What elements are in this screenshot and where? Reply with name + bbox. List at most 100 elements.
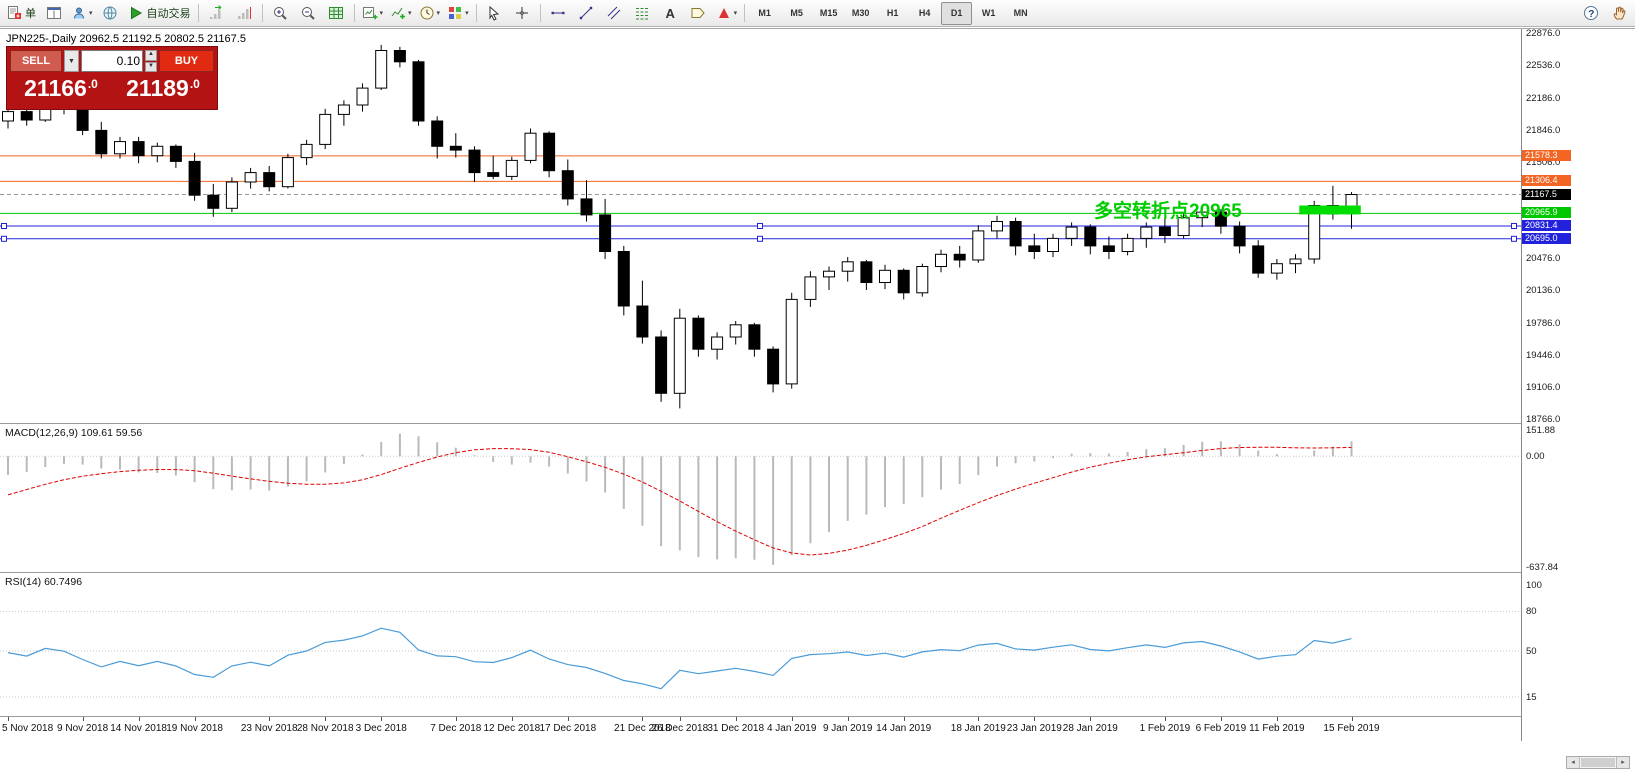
templates-button[interactable]: ▾ — [444, 2, 472, 25]
chevron-down-icon: ▾ — [733, 10, 738, 17]
time-axis[interactable]: 5 Nov 2018 9 Nov 2018 14 Nov 2018 19 Nov 20… — [0, 717, 1521, 743]
horizontal-line-button[interactable] — [545, 2, 572, 25]
macd-panel[interactable] — [0, 424, 1521, 571]
time-axis-tick — [138, 717, 140, 721]
rsi-panel[interactable] — [0, 573, 1521, 716]
auto-scroll-button[interactable] — [203, 2, 230, 25]
timeframe-h1-button[interactable]: H1 — [886, 8, 899, 18]
time-axis-label: 31 Dec 2018 — [707, 723, 765, 734]
help-button[interactable]: ? — [1577, 2, 1604, 25]
scrollbar-left-arrow-icon[interactable]: ◂ — [1567, 757, 1580, 768]
rsi-axis-label: 100 — [1526, 580, 1542, 591]
func-icon — [391, 7, 406, 19]
time-axis-label: 9 Nov 2018 — [57, 723, 109, 734]
line-handle[interactable] — [757, 223, 763, 229]
chart-shift-button[interactable] — [231, 2, 258, 25]
price-axis-label: 20476.0 — [1526, 253, 1561, 265]
indicators-button[interactable]: ▾ — [387, 2, 415, 25]
volume-spinner-down[interactable]: ▼ — [145, 61, 157, 72]
time-axis-tick — [455, 717, 457, 721]
arrowsym-icon — [718, 8, 729, 18]
macd-label: MACD(12,26,9) 109.61 59.56 — [5, 427, 143, 439]
buy-button[interactable]: BUY — [159, 50, 214, 72]
zoomout-icon — [302, 7, 315, 20]
line-handle[interactable] — [1, 223, 7, 229]
autotrading-button[interactable]: 自动交易 — [125, 2, 194, 25]
panel-separator[interactable] — [0, 423, 1635, 424]
time-axis-label: 19 Nov 2018 — [166, 723, 223, 734]
cursor-icon — [489, 5, 500, 21]
time-axis-label: 15 Feb 2019 — [1323, 723, 1380, 734]
chevron-down-icon: ▾ — [436, 10, 441, 17]
zoom-out-button[interactable] — [295, 2, 322, 25]
periods-button[interactable]: ▾ — [416, 2, 444, 25]
time-axis-label: 14 Nov 2018 — [110, 723, 167, 734]
price-level-tag: 21306.4 — [1522, 175, 1571, 187]
new-chart-button[interactable]: ▾ — [359, 2, 387, 25]
time-axis-tick — [1220, 717, 1222, 721]
label-button[interactable] — [685, 2, 712, 25]
channel-button[interactable] — [601, 2, 628, 25]
pivot-annotation[interactable]: 多空转折点20965 — [1094, 201, 1242, 222]
line-handle[interactable] — [1511, 223, 1517, 229]
line-handle[interactable] — [1, 235, 7, 242]
price-axis-label: 19786.0 — [1526, 318, 1561, 330]
line-handle[interactable] — [1511, 235, 1517, 242]
sell-button[interactable]: SELL — [10, 50, 62, 72]
grab-cursor-button[interactable] — [1605, 2, 1632, 25]
line-handle[interactable] — [757, 235, 763, 242]
trendline-button[interactable] — [573, 2, 600, 25]
tile-windows-button[interactable] — [323, 2, 350, 25]
time-axis-tick — [567, 717, 569, 721]
crosshair-button[interactable] — [509, 2, 536, 25]
panel-separator[interactable] — [0, 716, 1635, 717]
main-chart-plot[interactable] — [0, 30, 1521, 423]
horizontal-scrollbar[interactable]: ◂ ▸ — [1566, 756, 1630, 769]
timeframe-m5-button[interactable]: M5 — [790, 8, 803, 18]
text-button[interactable]: A — [657, 2, 684, 25]
palette-icon — [449, 7, 462, 19]
panel-separator[interactable] — [0, 572, 1635, 573]
price-level-tag: 20831.4 — [1522, 220, 1571, 231]
timeframe-m15-button[interactable]: M15 — [819, 8, 838, 18]
arrows-button[interactable]: ▾ — [713, 2, 741, 25]
chart-title: JPN225-,Daily 20962.5 21192.5 20802.5 21… — [6, 33, 246, 45]
timeframe-mn-button[interactable]: MN — [1013, 8, 1028, 18]
timeframe-h4-button[interactable]: H4 — [918, 8, 931, 18]
time-axis-tick — [1276, 717, 1278, 721]
time-axis-label: 9 Jan 2019 — [822, 723, 873, 734]
zoom-in-button[interactable] — [267, 2, 294, 25]
timeframe-w1-button[interactable]: W1 — [981, 8, 996, 18]
price-axis[interactable]: 22876.0 22536.0 22186.0 21846.0 21506.0 20476… — [1521, 28, 1635, 741]
chevron-down-icon: ▾ — [408, 10, 412, 17]
fibo-icon — [636, 8, 649, 20]
volume-spinner-up[interactable]: ▲ — [145, 50, 157, 61]
sell-price[interactable]: 21166 .0 — [24, 75, 98, 101]
chart-area[interactable]: JPN225-,Daily 20962.5 21192.5 20802.5 21… — [0, 28, 1635, 770]
time-axis-tick — [194, 717, 196, 721]
cursor-button[interactable] — [481, 2, 508, 25]
timeframe-d1-button[interactable]: D1 — [941, 1, 973, 25]
rsi-axis-label: 15 — [1526, 692, 1537, 703]
buy-price[interactable]: 21189 .0 — [126, 75, 200, 101]
toolbar-separator — [197, 4, 199, 22]
data-window-button[interactable] — [97, 2, 124, 25]
profile-button[interactable]: ▾ — [68, 2, 96, 25]
volume-presets-button[interactable]: ▼ — [64, 50, 79, 72]
rsi-axis-label: 80 — [1526, 606, 1537, 618]
timeframe-m1-button[interactable]: M1 — [758, 8, 771, 18]
fibonacci-button[interactable] — [629, 2, 656, 25]
toolbar-button-label: 自动交易 — [146, 8, 191, 20]
highlight-rectangle[interactable] — [1299, 205, 1361, 215]
scrollbar-thumb[interactable] — [1581, 758, 1615, 767]
scrollbar-right-arrow-icon[interactable]: ▸ — [1616, 757, 1629, 768]
time-axis-label: 11 Feb 2019 — [1249, 723, 1305, 734]
time-axis-label: 1 Feb 2019 — [1139, 723, 1191, 734]
time-axis-label: 28 Nov 2018 — [296, 723, 354, 734]
volume-input[interactable] — [81, 50, 143, 72]
new-order-button[interactable]: 单 — [3, 2, 39, 25]
price-axis-label: 21506.0 — [1526, 156, 1561, 168]
chart-windows-button[interactable] — [40, 2, 67, 25]
timeframe-m30-button[interactable]: M30 — [851, 8, 870, 18]
volume-spinner: ▲ ▼ — [145, 50, 157, 72]
